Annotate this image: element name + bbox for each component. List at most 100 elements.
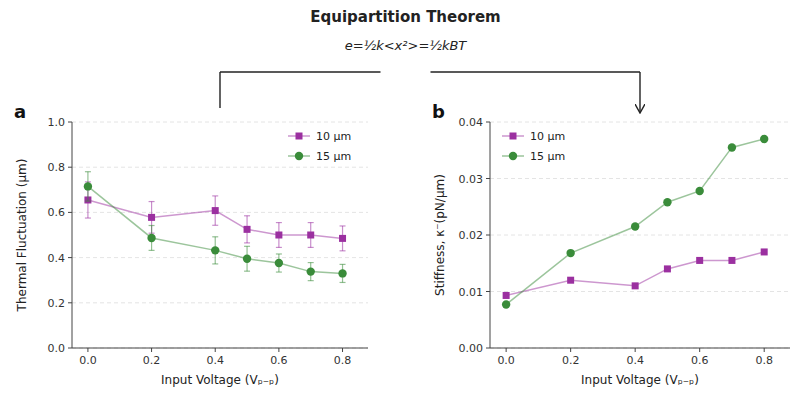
data-point <box>275 259 283 267</box>
legend-marker <box>509 152 517 160</box>
error-bar <box>244 216 250 243</box>
error-cap <box>308 247 314 248</box>
data-point <box>663 198 671 206</box>
error-cap <box>212 225 218 226</box>
grid-line <box>72 167 368 168</box>
data-point <box>244 226 251 233</box>
error-cap <box>308 222 314 223</box>
data-point <box>339 235 346 242</box>
x-tick <box>764 348 765 352</box>
x-tick-label: 0.0 <box>79 354 97 367</box>
data-point <box>148 214 155 221</box>
x-tick-label: 0.4 <box>626 354 644 367</box>
x-tick <box>278 348 279 352</box>
y-tick <box>68 122 72 123</box>
legend: 10 μm15 μm <box>288 130 351 163</box>
error-cap <box>276 247 282 248</box>
error-cap <box>212 236 218 237</box>
data-point <box>761 248 768 255</box>
error-cap <box>85 171 91 172</box>
error-cap <box>85 217 91 218</box>
error-cap <box>212 263 218 264</box>
grid-line <box>72 348 368 349</box>
x-tick-label: 0.8 <box>755 354 773 367</box>
y-axis-label: Thermal Fluctuation (μm) <box>15 159 29 313</box>
y-tick <box>68 212 72 213</box>
y-tick-label: 0.0 <box>48 342 66 355</box>
y-tick <box>68 302 72 303</box>
legend-label: 15 μm <box>316 150 351 163</box>
bracket-right <box>431 71 641 72</box>
error-bar <box>276 223 282 248</box>
error-bar <box>212 196 218 225</box>
bracket <box>220 72 640 112</box>
data-point <box>566 249 574 257</box>
grid-line <box>490 348 790 349</box>
data-point <box>728 257 735 264</box>
legend: 10 μm 15 μm <box>502 130 565 163</box>
legend-label: 15 μm <box>530 150 565 163</box>
y-tick <box>68 167 72 168</box>
y-tick-label: 1.0 <box>48 116 66 129</box>
plot-area <box>502 135 768 309</box>
error-cap <box>85 201 91 202</box>
grid-line <box>72 302 368 303</box>
panel-label: a <box>14 101 26 122</box>
x-tick-label: 0.0 <box>497 354 515 367</box>
x-axis-label: Input Voltage (Vₚ₋ₚ) <box>581 373 699 387</box>
bracket-left-drop <box>219 72 220 108</box>
grid-line <box>72 257 368 258</box>
grid-line <box>72 122 368 123</box>
x-tick <box>506 348 507 352</box>
figure-title: Equipartition Theorem <box>310 8 500 26</box>
error-cap <box>308 262 314 263</box>
data-point <box>695 187 703 195</box>
y-tick <box>486 122 490 123</box>
error-bar <box>308 223 314 248</box>
y-tick-label: 0.01 <box>459 286 484 299</box>
y-tick <box>68 348 72 349</box>
y-tick <box>486 235 490 236</box>
y-tick-label: 0.6 <box>48 206 66 219</box>
error-cap <box>276 271 282 272</box>
panel: 0.00.20.40.60.80.000.010.020.030.04Input… <box>432 101 790 387</box>
y-tick <box>486 291 490 292</box>
y-tick-label: 0.4 <box>48 252 66 265</box>
grid-line <box>490 291 790 292</box>
y-tick-label: 0.2 <box>48 297 66 310</box>
x-tick-label: 0.8 <box>334 354 352 367</box>
x-tick <box>151 348 152 352</box>
error-cap <box>244 215 250 216</box>
data-point <box>275 232 282 239</box>
x-axis <box>490 348 790 349</box>
legend-label: 10 μm <box>530 130 565 143</box>
data-point <box>338 269 346 277</box>
figure: Equipartition Theorem e=½k<x²>=½kBT 0.0 0.2… <box>0 0 811 415</box>
grid-line <box>490 122 790 123</box>
error-cap <box>244 271 250 272</box>
x-tick-label: 0.2 <box>143 354 161 367</box>
panel: 0.00.20.40.60.80.00.20.40.60.81.0Input V… <box>14 101 368 387</box>
data-point <box>243 255 251 263</box>
data-point <box>567 277 574 284</box>
legend-marker <box>295 152 303 160</box>
data-point <box>211 246 219 254</box>
grid-line <box>490 178 790 179</box>
y-axis-label: Stiffness, κ⁻(pN/μm) <box>433 174 447 296</box>
x-axis <box>72 348 368 349</box>
y-tick-label: 0.04 <box>459 116 484 129</box>
error-cap <box>244 246 250 247</box>
legend-marker <box>510 133 517 140</box>
legend-marker <box>296 133 303 140</box>
y-tick <box>486 178 490 179</box>
formula: e=½k<x²>=½kBT <box>345 38 468 53</box>
bracket-left <box>220 71 381 72</box>
x-tick-label: 0.2 <box>562 354 580 367</box>
data-point <box>728 143 736 151</box>
y-tick <box>68 257 72 258</box>
data-point <box>502 300 510 308</box>
y-tick-label: 0.00 <box>459 342 484 355</box>
x-tick <box>342 348 343 352</box>
data-point <box>307 267 315 275</box>
x-tick-label: 0.6 <box>270 354 288 367</box>
